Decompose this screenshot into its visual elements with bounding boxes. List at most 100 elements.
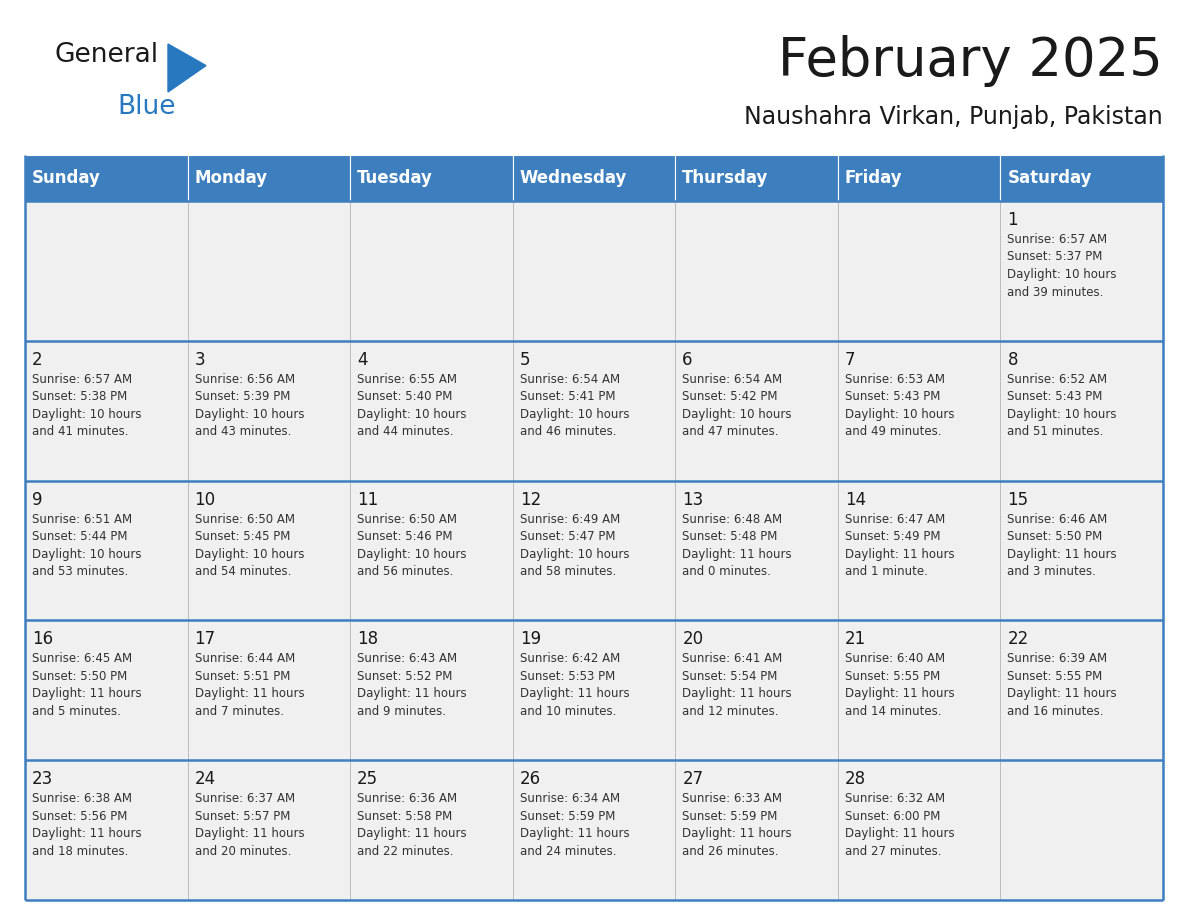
Text: 18: 18 xyxy=(358,631,378,648)
Text: Sunrise: 6:32 AM
Sunset: 6:00 PM
Daylight: 11 hours
and 27 minutes.: Sunrise: 6:32 AM Sunset: 6:00 PM Dayligh… xyxy=(845,792,954,857)
Bar xyxy=(675,760,838,900)
Text: 24: 24 xyxy=(195,770,216,789)
Text: Sunrise: 6:40 AM
Sunset: 5:55 PM
Daylight: 11 hours
and 14 minutes.: Sunrise: 6:40 AM Sunset: 5:55 PM Dayligh… xyxy=(845,653,954,718)
Text: 9: 9 xyxy=(32,490,43,509)
Text: General: General xyxy=(55,42,159,68)
Bar xyxy=(350,341,513,481)
Text: 20: 20 xyxy=(682,631,703,648)
Bar xyxy=(1000,201,1163,341)
Text: Sunrise: 6:56 AM
Sunset: 5:39 PM
Daylight: 10 hours
and 43 minutes.: Sunrise: 6:56 AM Sunset: 5:39 PM Dayligh… xyxy=(195,373,304,438)
Bar xyxy=(25,155,188,201)
Bar xyxy=(350,201,513,341)
Bar xyxy=(838,760,1000,900)
Text: Sunrise: 6:51 AM
Sunset: 5:44 PM
Daylight: 10 hours
and 53 minutes.: Sunrise: 6:51 AM Sunset: 5:44 PM Dayligh… xyxy=(32,512,141,578)
Bar xyxy=(188,621,350,760)
Bar xyxy=(1000,341,1163,481)
Text: 14: 14 xyxy=(845,490,866,509)
Text: Blue: Blue xyxy=(116,94,176,120)
Bar xyxy=(675,341,838,481)
Text: Sunrise: 6:50 AM
Sunset: 5:45 PM
Daylight: 10 hours
and 54 minutes.: Sunrise: 6:50 AM Sunset: 5:45 PM Dayligh… xyxy=(195,512,304,578)
Text: Sunrise: 6:42 AM
Sunset: 5:53 PM
Daylight: 11 hours
and 10 minutes.: Sunrise: 6:42 AM Sunset: 5:53 PM Dayligh… xyxy=(519,653,630,718)
Text: Sunrise: 6:57 AM
Sunset: 5:37 PM
Daylight: 10 hours
and 39 minutes.: Sunrise: 6:57 AM Sunset: 5:37 PM Dayligh… xyxy=(1007,233,1117,298)
Bar xyxy=(25,621,188,760)
Bar xyxy=(513,341,675,481)
Bar xyxy=(350,760,513,900)
Text: Naushahra Virkan, Punjab, Pakistan: Naushahra Virkan, Punjab, Pakistan xyxy=(744,105,1163,129)
Text: Sunrise: 6:45 AM
Sunset: 5:50 PM
Daylight: 11 hours
and 5 minutes.: Sunrise: 6:45 AM Sunset: 5:50 PM Dayligh… xyxy=(32,653,141,718)
Bar xyxy=(1000,481,1163,621)
Bar xyxy=(513,481,675,621)
Text: 1: 1 xyxy=(1007,211,1018,229)
Text: 22: 22 xyxy=(1007,631,1029,648)
Bar xyxy=(838,201,1000,341)
Text: 3: 3 xyxy=(195,351,206,369)
Bar xyxy=(188,481,350,621)
Bar xyxy=(25,341,188,481)
Bar xyxy=(838,481,1000,621)
Text: 6: 6 xyxy=(682,351,693,369)
Bar xyxy=(675,621,838,760)
Bar xyxy=(25,201,188,341)
Text: 11: 11 xyxy=(358,490,379,509)
Text: 12: 12 xyxy=(519,490,541,509)
Text: 28: 28 xyxy=(845,770,866,789)
Bar xyxy=(675,201,838,341)
Text: Sunrise: 6:54 AM
Sunset: 5:41 PM
Daylight: 10 hours
and 46 minutes.: Sunrise: 6:54 AM Sunset: 5:41 PM Dayligh… xyxy=(519,373,630,438)
Text: 23: 23 xyxy=(32,770,53,789)
Text: Sunrise: 6:46 AM
Sunset: 5:50 PM
Daylight: 11 hours
and 3 minutes.: Sunrise: 6:46 AM Sunset: 5:50 PM Dayligh… xyxy=(1007,512,1117,578)
Text: Sunrise: 6:55 AM
Sunset: 5:40 PM
Daylight: 10 hours
and 44 minutes.: Sunrise: 6:55 AM Sunset: 5:40 PM Dayligh… xyxy=(358,373,467,438)
Text: 7: 7 xyxy=(845,351,855,369)
Bar xyxy=(1000,621,1163,760)
Text: Sunrise: 6:53 AM
Sunset: 5:43 PM
Daylight: 10 hours
and 49 minutes.: Sunrise: 6:53 AM Sunset: 5:43 PM Dayligh… xyxy=(845,373,954,438)
Text: 10: 10 xyxy=(195,490,216,509)
Text: Sunrise: 6:54 AM
Sunset: 5:42 PM
Daylight: 10 hours
and 47 minutes.: Sunrise: 6:54 AM Sunset: 5:42 PM Dayligh… xyxy=(682,373,791,438)
Bar xyxy=(1000,760,1163,900)
Text: 4: 4 xyxy=(358,351,367,369)
Text: Sunrise: 6:44 AM
Sunset: 5:51 PM
Daylight: 11 hours
and 7 minutes.: Sunrise: 6:44 AM Sunset: 5:51 PM Dayligh… xyxy=(195,653,304,718)
Bar xyxy=(188,155,350,201)
Text: Sunrise: 6:50 AM
Sunset: 5:46 PM
Daylight: 10 hours
and 56 minutes.: Sunrise: 6:50 AM Sunset: 5:46 PM Dayligh… xyxy=(358,512,467,578)
Bar xyxy=(188,201,350,341)
Bar xyxy=(188,760,350,900)
Bar xyxy=(350,621,513,760)
Text: Sunrise: 6:57 AM
Sunset: 5:38 PM
Daylight: 10 hours
and 41 minutes.: Sunrise: 6:57 AM Sunset: 5:38 PM Dayligh… xyxy=(32,373,141,438)
Text: 19: 19 xyxy=(519,631,541,648)
Text: 21: 21 xyxy=(845,631,866,648)
Text: Sunrise: 6:33 AM
Sunset: 5:59 PM
Daylight: 11 hours
and 26 minutes.: Sunrise: 6:33 AM Sunset: 5:59 PM Dayligh… xyxy=(682,792,792,857)
Text: 17: 17 xyxy=(195,631,216,648)
Bar xyxy=(25,760,188,900)
Text: Thursday: Thursday xyxy=(682,169,769,187)
Bar xyxy=(1000,155,1163,201)
Text: Sunrise: 6:37 AM
Sunset: 5:57 PM
Daylight: 11 hours
and 20 minutes.: Sunrise: 6:37 AM Sunset: 5:57 PM Dayligh… xyxy=(195,792,304,857)
Bar xyxy=(838,621,1000,760)
Bar xyxy=(188,341,350,481)
Text: Sunrise: 6:52 AM
Sunset: 5:43 PM
Daylight: 10 hours
and 51 minutes.: Sunrise: 6:52 AM Sunset: 5:43 PM Dayligh… xyxy=(1007,373,1117,438)
Text: Sunrise: 6:49 AM
Sunset: 5:47 PM
Daylight: 10 hours
and 58 minutes.: Sunrise: 6:49 AM Sunset: 5:47 PM Dayligh… xyxy=(519,512,630,578)
Bar xyxy=(350,481,513,621)
Text: 26: 26 xyxy=(519,770,541,789)
Bar xyxy=(838,341,1000,481)
Text: Sunrise: 6:34 AM
Sunset: 5:59 PM
Daylight: 11 hours
and 24 minutes.: Sunrise: 6:34 AM Sunset: 5:59 PM Dayligh… xyxy=(519,792,630,857)
Text: Wednesday: Wednesday xyxy=(519,169,627,187)
Text: February 2025: February 2025 xyxy=(778,35,1163,87)
Text: Sunday: Sunday xyxy=(32,169,101,187)
Text: 27: 27 xyxy=(682,770,703,789)
Text: Sunrise: 6:41 AM
Sunset: 5:54 PM
Daylight: 11 hours
and 12 minutes.: Sunrise: 6:41 AM Sunset: 5:54 PM Dayligh… xyxy=(682,653,792,718)
Text: Monday: Monday xyxy=(195,169,267,187)
Text: Tuesday: Tuesday xyxy=(358,169,432,187)
Text: 16: 16 xyxy=(32,631,53,648)
Bar xyxy=(513,621,675,760)
Bar xyxy=(350,155,513,201)
Text: Sunrise: 6:38 AM
Sunset: 5:56 PM
Daylight: 11 hours
and 18 minutes.: Sunrise: 6:38 AM Sunset: 5:56 PM Dayligh… xyxy=(32,792,141,857)
Bar xyxy=(25,481,188,621)
Bar xyxy=(513,760,675,900)
Text: Sunrise: 6:48 AM
Sunset: 5:48 PM
Daylight: 11 hours
and 0 minutes.: Sunrise: 6:48 AM Sunset: 5:48 PM Dayligh… xyxy=(682,512,792,578)
Bar xyxy=(838,155,1000,201)
Text: Friday: Friday xyxy=(845,169,903,187)
Text: Sunrise: 6:43 AM
Sunset: 5:52 PM
Daylight: 11 hours
and 9 minutes.: Sunrise: 6:43 AM Sunset: 5:52 PM Dayligh… xyxy=(358,653,467,718)
Bar xyxy=(513,155,675,201)
Bar xyxy=(675,155,838,201)
Polygon shape xyxy=(168,44,206,92)
Bar xyxy=(675,481,838,621)
Text: 25: 25 xyxy=(358,770,378,789)
